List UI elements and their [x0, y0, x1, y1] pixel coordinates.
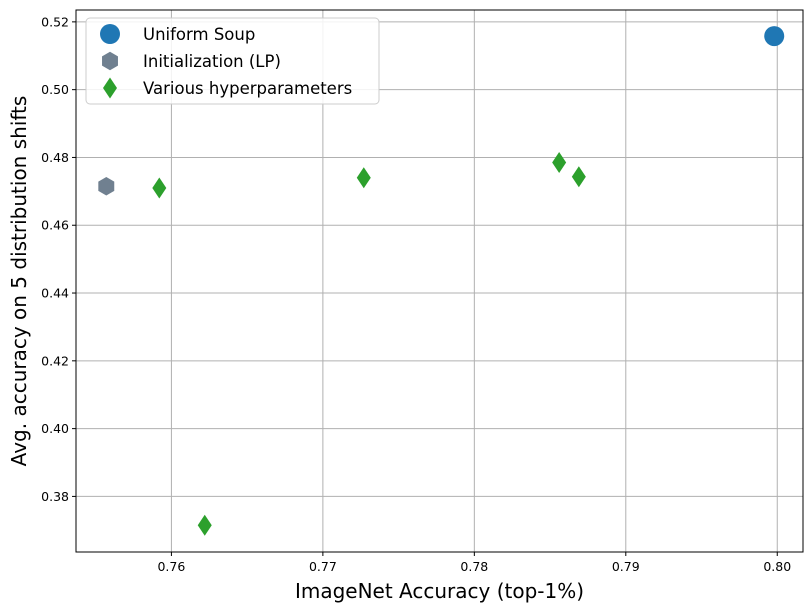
axis-ticks: 0.76 0.77 0.78 0.79 0.80 0.38 0.40 0.42 0.44 0.46…: [41, 14, 791, 574]
legend-entry-label: Uniform Soup: [143, 25, 255, 44]
x-tick-label: 0.77: [309, 559, 337, 574]
x-tick-label: 0.80: [763, 559, 791, 574]
data-point-diamond: [552, 152, 567, 174]
legend: Uniform Soup Initialization (LP) Various h…: [85, 17, 380, 105]
x-tick-label: 0.78: [460, 559, 488, 574]
y-tick-label: 0.52: [41, 14, 69, 29]
y-tick-label: 0.40: [41, 421, 69, 436]
x-tick-label: 0.79: [612, 559, 640, 574]
y-tick-label: 0.50: [41, 82, 69, 97]
legend-entry-label: Initialization (LP): [143, 52, 281, 71]
y-tick-label: 0.42: [41, 353, 69, 368]
data-point-diamond: [571, 166, 586, 188]
y-tick-label: 0.38: [41, 489, 69, 504]
y-tick-label: 0.48: [41, 150, 69, 165]
data-points: [98, 26, 785, 536]
legend-hexagon-icon: [102, 51, 118, 71]
x-tick-label: 0.76: [157, 559, 185, 574]
y-axis-label: Avg. accuracy on 5 distribution shifts: [7, 96, 31, 467]
legend-circle-icon: [100, 24, 120, 44]
legend-diamond-icon: [103, 77, 117, 99]
data-point-diamond: [356, 167, 371, 189]
data-point-circle: [764, 26, 785, 47]
legend-entry-label: Various hyperparameters: [143, 79, 352, 98]
y-tick-label: 0.44: [41, 286, 69, 301]
plot-frame: [75, 9, 804, 553]
y-tick-label: 0.46: [41, 218, 69, 233]
x-axis-label: ImageNet Accuracy (top-1%): [295, 579, 584, 603]
data-point-diamond: [152, 177, 167, 199]
legend-box: [85, 17, 380, 105]
data-point-diamond: [197, 514, 212, 536]
data-point-hexagon: [98, 177, 115, 196]
